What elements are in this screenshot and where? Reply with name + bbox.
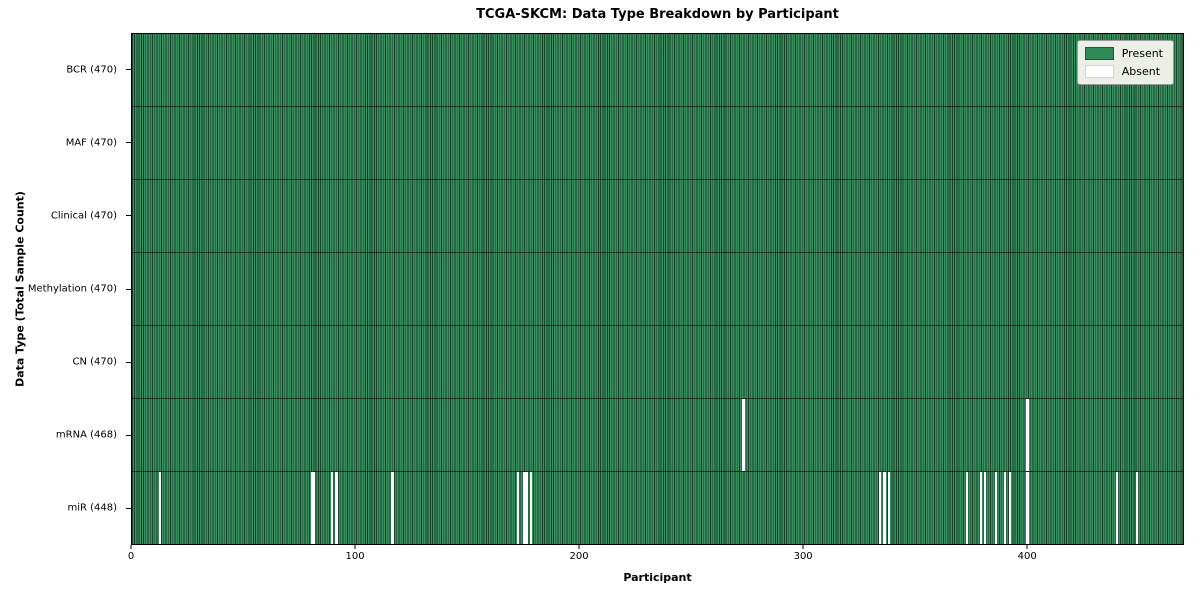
- absent-swatch-icon: [1084, 65, 1114, 78]
- absent-stripe: [1004, 472, 1007, 544]
- heatmap-row-Methylation: [132, 253, 1183, 326]
- absent-stripe: [1026, 399, 1029, 471]
- y-axis-tick-labels: BCR (470) MAF (470) Clinical (470) Methylat…: [0, 33, 131, 545]
- absent-stripe: [1026, 472, 1029, 544]
- absent-stripe: [966, 472, 969, 544]
- heatmap-row-Clinical: [132, 180, 1183, 253]
- absent-stripe: [313, 472, 316, 544]
- absent-stripe: [979, 472, 982, 544]
- absent-stripe: [742, 399, 745, 471]
- legend-item-absent: Absent: [1084, 65, 1163, 78]
- absent-stripe: [887, 472, 891, 544]
- absent-stripe: [525, 472, 528, 544]
- y-tick-mark: [126, 507, 131, 509]
- heatmap-row-BCR: [132, 34, 1183, 107]
- heatmap-row-mRNA: [132, 399, 1183, 472]
- x-tick-mark: [802, 545, 804, 549]
- x-tick-mark: [578, 545, 580, 549]
- legend-absent-label: Absent: [1121, 65, 1161, 78]
- absent-stripe: [878, 472, 882, 544]
- y-tick-mark: [126, 434, 131, 436]
- y-tick-label-Clinical: Clinical (470): [50, 210, 117, 222]
- chart-title: TCGA-SKCM: Data Type Breakdown by Partic…: [476, 7, 839, 22]
- x-axis-ticks: 0 100 200 300 400: [127, 545, 1184, 565]
- heatmap-rows: [132, 34, 1183, 544]
- absent-stripe: [983, 472, 987, 544]
- x-tick-mark: [354, 545, 356, 549]
- x-tick-label: 0: [127, 551, 135, 562]
- absent-stripe: [516, 472, 519, 544]
- y-tick-label-Methylation: Methylation (470): [27, 283, 117, 295]
- legend: Present Absent: [1076, 40, 1174, 85]
- y-tick-label-CN: CN (470): [72, 356, 117, 368]
- absent-stripe: [995, 472, 998, 544]
- absent-stripe: [523, 472, 526, 544]
- x-tick-label: 400: [1017, 551, 1037, 562]
- heatmap-row-MAF: [132, 107, 1183, 180]
- y-tick-mark: [126, 142, 131, 144]
- legend-present-label: Present: [1121, 47, 1163, 60]
- y-tick-label-mRNA: mRNA (468): [55, 429, 117, 441]
- heatmap-row-CN: [132, 326, 1183, 399]
- y-tick-label-miR: miR (448): [67, 502, 117, 514]
- absent-stripe: [391, 472, 394, 544]
- absent-stripe: [530, 472, 533, 544]
- y-tick-mark: [126, 288, 131, 290]
- absent-stripe: [310, 472, 314, 544]
- x-tick-label: 100: [345, 551, 365, 562]
- y-tick-mark: [126, 361, 131, 363]
- absent-stripe: [158, 472, 162, 544]
- absent-stripe: [335, 472, 338, 544]
- x-tick-mark: [130, 545, 132, 549]
- y-tick-mark: [126, 215, 131, 217]
- y-tick-label-MAF: MAF (470): [65, 137, 117, 149]
- y-tick-label-BCR: BCR (470): [66, 64, 117, 76]
- absent-stripe: [331, 472, 334, 544]
- legend-item-present: Present: [1084, 47, 1163, 60]
- absent-stripe: [1008, 472, 1011, 544]
- y-tick-mark: [126, 69, 131, 71]
- absent-stripe: [883, 472, 886, 544]
- x-tick-label: 300: [793, 551, 813, 562]
- x-axis-label: Participant: [623, 571, 692, 584]
- heatmap-row-miR: [132, 472, 1183, 544]
- x-tick-label: 200: [569, 551, 589, 562]
- absent-stripe: [1115, 472, 1119, 544]
- x-tick-mark: [1026, 545, 1028, 549]
- absent-stripe: [1136, 472, 1139, 544]
- plot-area: Present Absent: [131, 33, 1184, 545]
- present-swatch-icon: [1084, 47, 1114, 60]
